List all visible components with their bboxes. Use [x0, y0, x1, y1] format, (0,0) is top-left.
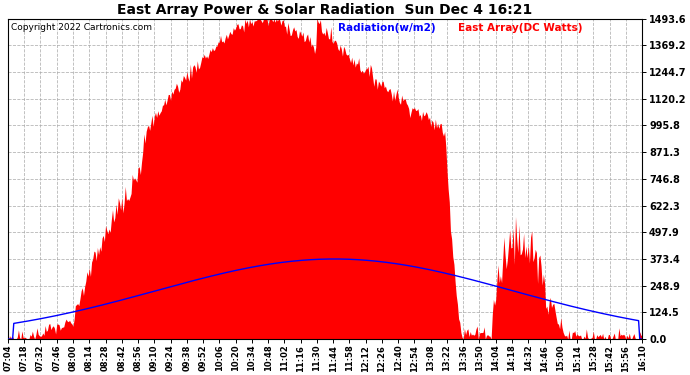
Text: Copyright 2022 Cartronics.com: Copyright 2022 Cartronics.com: [11, 24, 152, 33]
Text: East Array(DC Watts): East Array(DC Watts): [458, 24, 582, 33]
Text: Radiation(w/m2): Radiation(w/m2): [337, 24, 435, 33]
Title: East Array Power & Solar Radiation  Sun Dec 4 16:21: East Array Power & Solar Radiation Sun D…: [117, 3, 533, 18]
